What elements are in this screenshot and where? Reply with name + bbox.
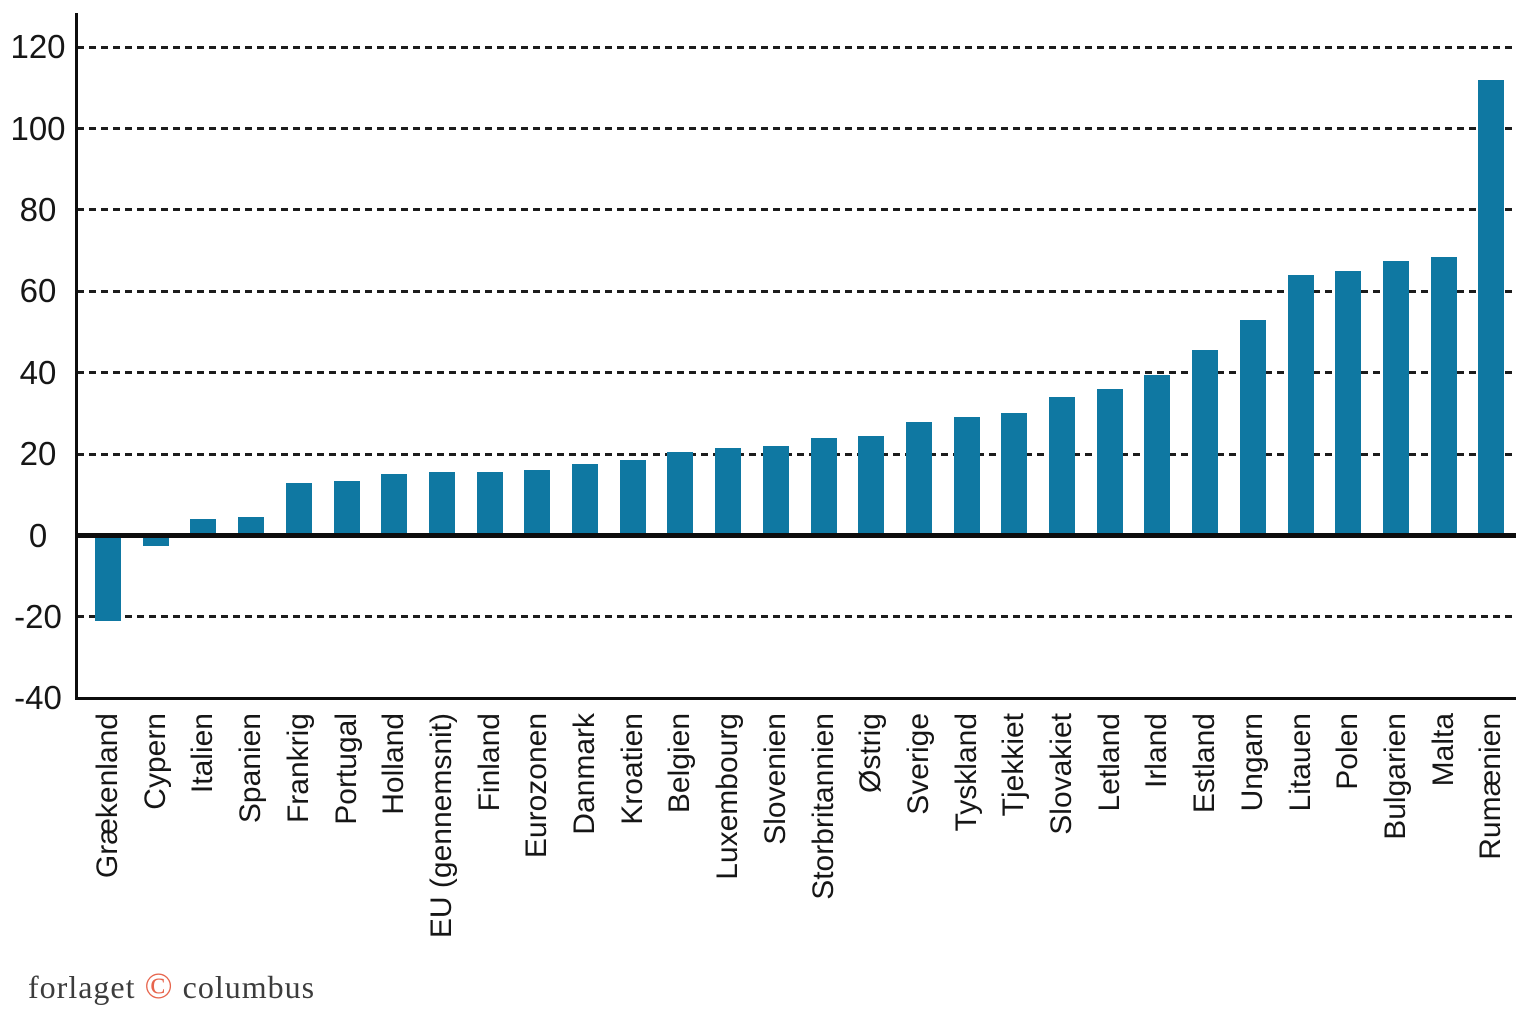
bar-Letland (1096, 388, 1123, 536)
x-label-Estland: Estland (1188, 713, 1222, 814)
x-label-Østrig: Østrig (854, 713, 888, 794)
bar-Slovakiet (1049, 397, 1075, 536)
x-label-Portugal: Portugal (329, 713, 363, 825)
bar-Italien (190, 519, 217, 536)
bar-Storbritannien (810, 437, 837, 536)
y-tick-label-100: 100 (10, 109, 66, 147)
x-label-Tjekkiet: Tjekkiet (997, 713, 1031, 817)
x-label-Slovenien: Slovenien (758, 713, 792, 845)
bar-Litauen (1287, 275, 1314, 536)
x-label-Tyskland: Tyskland (949, 713, 983, 832)
x-label-Ungarn: Ungarn (1235, 713, 1269, 812)
bar-Holland (381, 474, 408, 536)
x-label-Holland: Holland (377, 713, 411, 815)
x-label-Spanien: Spanien (234, 713, 268, 824)
gridline-40 (77, 371, 1516, 375)
x-label-Rumænien: Rumænien (1474, 713, 1508, 860)
x-label-Finland: Finland (472, 713, 506, 812)
gridline-100 (77, 127, 1516, 130)
x-label-Litauen: Litauen (1283, 713, 1317, 812)
logo-text-forlaget: forlaget (28, 969, 136, 1005)
x-label-Irland: Irland (1140, 713, 1174, 789)
y-tick-label-80: 80 (19, 190, 57, 228)
bar-Ungarn (1239, 319, 1266, 536)
y-tick-label-120: 120 (10, 28, 66, 66)
bar-Cypern (142, 535, 169, 546)
x-label-Storbritannien: Storbritannien (806, 713, 840, 900)
copyright-icon: © (144, 965, 174, 1007)
bar-Eurozonen (524, 470, 551, 536)
bar-Rumænien (1478, 79, 1505, 536)
x-label-Danmark: Danmark (568, 713, 601, 835)
x-label-Luxembourg: Luxembourg (711, 713, 745, 880)
bar-Frankrig (285, 482, 312, 536)
bar-Sverige (905, 421, 932, 536)
gridline-20 (77, 452, 1516, 456)
x-label-Italien: Italien (186, 713, 220, 794)
bar-Irland (1144, 374, 1171, 536)
publisher-logo: forlaget © columbus (28, 965, 316, 1007)
bar-Østrig (858, 435, 885, 536)
bar-Finland (476, 472, 503, 536)
bar-Spanien (238, 517, 265, 536)
x-label-Grækenland: Grækenland (91, 713, 124, 879)
bar-Tyskland (953, 417, 980, 536)
bar-Slovenien (762, 445, 789, 536)
x-label-Kroatien: Kroatien (615, 713, 649, 825)
y-tick-label-20: 20 (19, 435, 57, 473)
y-tick-label-40: 40 (19, 353, 57, 391)
bar-Bulgarien (1382, 260, 1409, 536)
x-label-EU (gennemsnit): EU (gennemsnit) (424, 713, 458, 939)
logo-text-columbus: columbus (182, 969, 316, 1005)
bar-Luxembourg (715, 447, 742, 536)
bar-Grækenland (95, 535, 121, 621)
x-axis-bottom-line (77, 696, 1516, 700)
bar-Tjekkiet (1001, 413, 1028, 536)
y-tick-label--40: -40 (14, 679, 62, 717)
bar-EU (gennemsnit) (428, 472, 455, 536)
y-axis-line (75, 13, 78, 700)
x-label-Malta: Malta (1426, 713, 1460, 787)
x-label-Belgien: Belgien (663, 713, 697, 814)
gridline-120 (77, 45, 1516, 49)
bar-Estland (1192, 350, 1219, 536)
gridline--20 (77, 615, 1516, 619)
x-label-Bulgarien: Bulgarien (1378, 713, 1412, 840)
zero-axis-line (77, 533, 1516, 538)
x-label-Cypern: Cypern (138, 713, 172, 810)
x-label-Letland: Letland (1092, 713, 1126, 812)
y-tick-label--20: -20 (14, 597, 62, 635)
bar-Portugal (333, 480, 360, 536)
bar-Kroatien (619, 460, 646, 536)
x-label-Polen: Polen (1331, 713, 1365, 790)
y-tick-label-0: 0 (28, 516, 48, 554)
x-label-Slovakiet: Slovakiet (1045, 713, 1078, 835)
bar-Malta (1430, 256, 1457, 536)
bar-Danmark (572, 464, 598, 536)
x-label-Sverige: Sverige (901, 713, 935, 815)
x-label-Frankrig: Frankrig (281, 713, 315, 824)
gridline-80 (77, 208, 1516, 212)
y-tick-label-60: 60 (19, 272, 57, 310)
x-label-Eurozonen: Eurozonen (520, 713, 554, 859)
gridline-60 (77, 289, 1516, 293)
bar-Polen (1335, 270, 1362, 536)
bar-Belgien (667, 452, 694, 536)
